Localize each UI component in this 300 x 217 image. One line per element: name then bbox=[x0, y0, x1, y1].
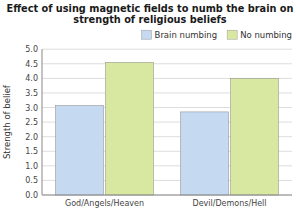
bar bbox=[231, 78, 279, 195]
legend-label: No numbing bbox=[240, 30, 292, 40]
y-tick-label: 3.5 bbox=[25, 89, 38, 98]
y-tick-label: 0.5 bbox=[25, 176, 38, 185]
y-tick-label: 1.5 bbox=[25, 147, 38, 156]
y-tick-label: 4.5 bbox=[25, 60, 38, 69]
legend-swatch bbox=[142, 30, 152, 39]
y-axis-label: Strength of belief bbox=[2, 84, 12, 159]
bar bbox=[56, 105, 104, 195]
legend-swatch bbox=[227, 30, 237, 39]
x-tick-label: God/Angels/Heaven bbox=[65, 199, 144, 208]
title-line: strength of religious beliefs bbox=[73, 14, 227, 25]
y-tick-label: 2.0 bbox=[25, 133, 38, 142]
title: Effect of using magnetic fields to numb … bbox=[6, 3, 293, 25]
y-tick-label: 4.0 bbox=[25, 74, 38, 83]
grid-line bbox=[42, 195, 292, 196]
grid-line bbox=[42, 49, 292, 50]
y-tick-label: 2.5 bbox=[25, 118, 38, 127]
y-tick-label: 3.0 bbox=[25, 104, 38, 113]
grid-line bbox=[42, 63, 292, 64]
bar bbox=[181, 112, 229, 195]
bar bbox=[106, 62, 154, 195]
legend-label: Brain numbing bbox=[155, 30, 218, 40]
grid bbox=[42, 49, 292, 195]
title-line: Effect of using magnetic fields to numb … bbox=[6, 3, 293, 14]
y-tick-label: 1.0 bbox=[25, 162, 38, 171]
x-axis bbox=[42, 195, 292, 196]
x-tick-label: Devil/Demons/Hell bbox=[192, 199, 266, 208]
y-axis bbox=[42, 49, 43, 195]
legend: No numbing Brain numbing bbox=[142, 30, 292, 40]
y-tick-label: 0.0 bbox=[25, 191, 38, 200]
y-tick-label: 5.0 bbox=[25, 45, 38, 54]
